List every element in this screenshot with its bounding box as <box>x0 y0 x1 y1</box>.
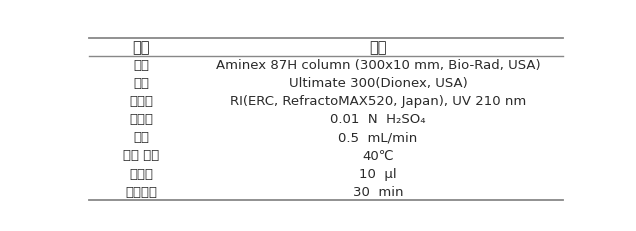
Text: 분석시간: 분석시간 <box>125 185 157 198</box>
Text: Aminex 87H column (300x10 mm, Bio-Rad, USA): Aminex 87H column (300x10 mm, Bio-Rad, U… <box>216 59 541 72</box>
Text: 유량: 유량 <box>134 131 149 144</box>
Text: 10  μl: 10 μl <box>359 167 397 180</box>
Text: RI(ERC, RefractoMAX520, Japan), UV 210 nm: RI(ERC, RefractoMAX520, Japan), UV 210 n… <box>230 95 526 108</box>
Text: 0.01  N  H₂SO₄: 0.01 N H₂SO₄ <box>330 113 425 126</box>
Text: 30  min: 30 min <box>353 185 403 198</box>
Text: 이동상: 이동상 <box>129 113 153 126</box>
Text: 0.5  mL/min: 0.5 mL/min <box>338 131 418 144</box>
Text: Ultimate 300(Dionex, USA): Ultimate 300(Dionex, USA) <box>289 77 467 90</box>
Text: 주입량: 주입량 <box>129 167 153 180</box>
Text: 40℃: 40℃ <box>362 149 394 162</box>
Text: 조건: 조건 <box>370 40 387 55</box>
Text: 오븐 온도: 오븐 온도 <box>123 149 160 162</box>
Text: 검출기: 검출기 <box>129 95 153 108</box>
Text: 콜럼: 콜럼 <box>134 59 149 72</box>
Text: 기기: 기기 <box>134 77 149 90</box>
Text: 항목: 항목 <box>133 40 150 55</box>
